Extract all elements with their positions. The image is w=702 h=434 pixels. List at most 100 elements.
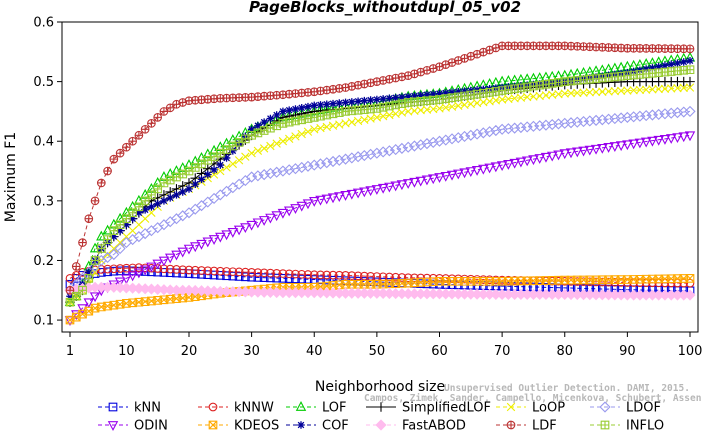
data-point — [253, 268, 263, 277]
data-point — [410, 92, 419, 100]
x-tick-label: 20 — [181, 344, 198, 359]
data-point — [116, 226, 124, 235]
data-point — [66, 292, 74, 301]
data-point — [665, 134, 677, 144]
data-point — [108, 402, 118, 412]
y-axis-label: Maximum F1 — [3, 132, 19, 222]
data-point — [390, 143, 402, 156]
data-point — [147, 119, 156, 128]
data-point — [152, 222, 164, 234]
data-point — [84, 214, 94, 224]
data-point — [135, 208, 143, 217]
data-point — [316, 270, 325, 280]
data-point — [96, 244, 106, 253]
data-point — [152, 259, 163, 270]
data-point — [465, 167, 477, 178]
data-point — [272, 139, 281, 148]
data-point — [65, 297, 75, 307]
data-point — [322, 100, 331, 109]
data-point — [661, 61, 669, 70]
data-point — [209, 266, 219, 276]
data-point — [227, 182, 239, 194]
axes: 0.1 0.2 0.3 0.4 0.5 0.6 1 10 20 30 40 50 60 70 80 90 100 — [33, 16, 702, 360]
legend-item-odin: ODIN — [98, 419, 168, 434]
data-point — [448, 88, 456, 97]
data-point — [452, 132, 464, 144]
data-point — [272, 268, 282, 278]
data-point — [172, 191, 181, 199]
chart-title: PageBlocks_withoutdupl_05_v02 — [249, 0, 521, 16]
data-point — [360, 96, 369, 105]
legend-item-knnw: kNNW — [198, 401, 274, 416]
data-point — [215, 266, 225, 276]
data-point — [190, 265, 200, 275]
y-tick-label: 0.4 — [33, 135, 54, 150]
data-point — [195, 200, 208, 212]
data-point — [423, 90, 431, 99]
data-point — [484, 163, 495, 174]
data-point — [429, 90, 438, 98]
data-point — [240, 223, 251, 234]
data-point — [365, 186, 376, 197]
data-point — [446, 170, 458, 181]
data-point — [334, 192, 345, 203]
data-point — [316, 101, 325, 109]
data-point — [484, 126, 496, 138]
data-point — [685, 83, 695, 92]
data-point — [346, 189, 358, 200]
data-point — [327, 155, 339, 168]
data-point — [209, 270, 219, 280]
data-point — [96, 178, 106, 188]
data-point — [203, 266, 213, 276]
data-point — [339, 153, 352, 165]
data-point — [653, 135, 664, 146]
x-tick-label: 10 — [118, 344, 135, 359]
data-point — [672, 133, 683, 144]
data-point — [391, 272, 401, 282]
data-point — [685, 65, 695, 75]
data-point — [103, 166, 112, 176]
data-point — [178, 265, 188, 275]
data-point — [128, 214, 137, 223]
y-tick-label: 0.3 — [33, 194, 54, 209]
data-point — [634, 138, 646, 149]
data-point — [396, 180, 408, 191]
data-point — [234, 272, 244, 281]
data-point — [266, 141, 275, 151]
x-tick-label: 1 — [66, 344, 74, 359]
data-point — [122, 220, 131, 229]
data-point — [110, 232, 118, 241]
data-point — [78, 285, 87, 295]
data-point — [202, 237, 213, 248]
data-point — [296, 201, 307, 212]
data-point — [228, 159, 238, 169]
series-line — [69, 110, 691, 291]
data-point — [309, 270, 319, 280]
data-point — [183, 244, 195, 255]
data-point — [660, 84, 670, 93]
data-point — [279, 107, 287, 116]
x-tick-label: 50 — [369, 344, 386, 359]
x-tick-label: 100 — [678, 344, 702, 359]
series-odin — [64, 131, 696, 327]
data-point — [521, 156, 533, 167]
data-point — [172, 265, 181, 274]
data-point — [641, 85, 651, 94]
data-point — [291, 269, 300, 279]
data-point — [89, 292, 101, 303]
data-point — [153, 200, 162, 208]
data-point — [84, 273, 94, 283]
data-point — [377, 183, 389, 194]
data-point — [328, 275, 338, 285]
data-point — [141, 205, 149, 214]
data-point — [603, 143, 614, 153]
data-point — [297, 129, 306, 139]
series-ldf — [65, 41, 695, 295]
data-point — [310, 101, 319, 110]
data-point — [428, 174, 439, 185]
data-point — [459, 168, 470, 179]
data-point — [598, 87, 607, 96]
data-point — [222, 267, 231, 276]
data-point — [272, 111, 281, 119]
data-point — [265, 213, 276, 224]
